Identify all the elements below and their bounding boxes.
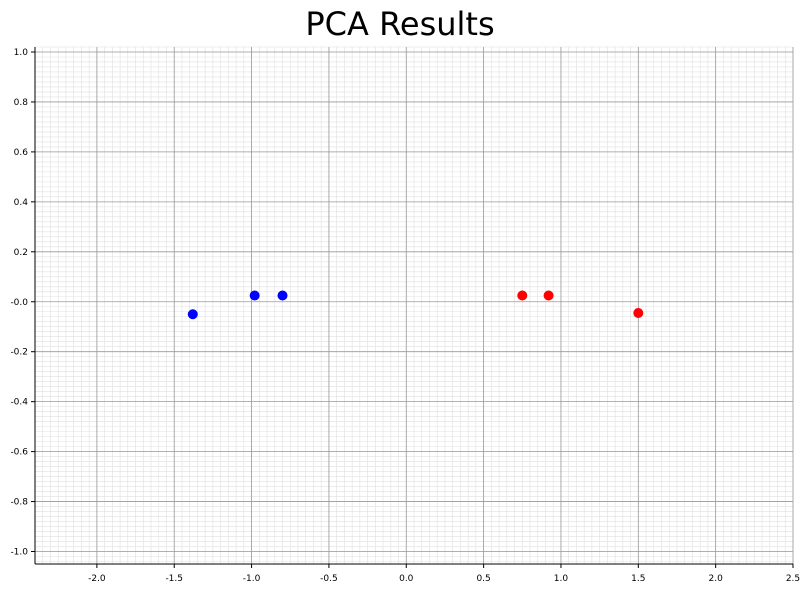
data-points — [187, 290, 644, 320]
y-tick-label: 0.8 — [14, 98, 29, 108]
x-tick-label: 0.5 — [476, 574, 490, 584]
data-point — [187, 309, 198, 320]
y-tick-label: 1.0 — [14, 48, 29, 58]
y-tick-label: -0.0 — [10, 298, 28, 308]
x-tick-label: -1.5 — [165, 574, 183, 584]
x-tick-label: 1.5 — [631, 574, 645, 584]
axes — [34, 47, 793, 565]
y-tick-label: 0.6 — [14, 148, 29, 158]
data-point — [543, 290, 554, 301]
y-tick-label: -1.0 — [10, 548, 28, 558]
grid-major — [35, 47, 794, 564]
x-tick-label: -1.0 — [243, 574, 261, 584]
y-tick-label: -0.6 — [10, 448, 28, 458]
y-tick-label: -0.4 — [10, 398, 28, 408]
x-tick-label: 1.0 — [554, 574, 569, 584]
grid-minor — [35, 46, 794, 564]
y-axis-ticks: 1.0 0.8 0.6 0.4 0.2 -0.0 -0.2 -0.4 -0.6 -0.8 -1.0 — [10, 48, 35, 558]
x-tick-label: 0.0 — [399, 574, 414, 584]
y-tick-label: 0.2 — [14, 248, 28, 258]
chart-title: PCA Results — [305, 5, 495, 43]
x-axis-ticks: -2.0 -1.5 -1.0 -0.5 0.0 0.5 1.0 1.5 2.0 2.5 — [88, 564, 800, 584]
x-tick-label: -2.0 — [88, 574, 106, 584]
x-tick-label: 2.0 — [708, 574, 723, 584]
data-point — [277, 290, 288, 301]
data-point — [633, 307, 644, 318]
data-point — [517, 290, 528, 301]
y-tick-label: -0.8 — [10, 498, 28, 508]
data-point — [249, 290, 260, 301]
x-tick-label: 2.5 — [786, 574, 800, 584]
y-tick-label: 0.4 — [14, 198, 29, 208]
y-tick-label: -0.2 — [10, 348, 28, 358]
x-tick-label: -0.5 — [320, 574, 338, 584]
